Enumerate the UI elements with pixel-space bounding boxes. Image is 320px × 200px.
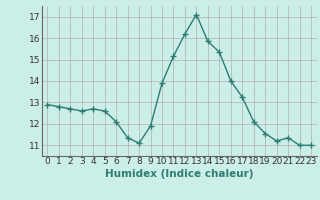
X-axis label: Humidex (Indice chaleur): Humidex (Indice chaleur): [105, 169, 253, 179]
